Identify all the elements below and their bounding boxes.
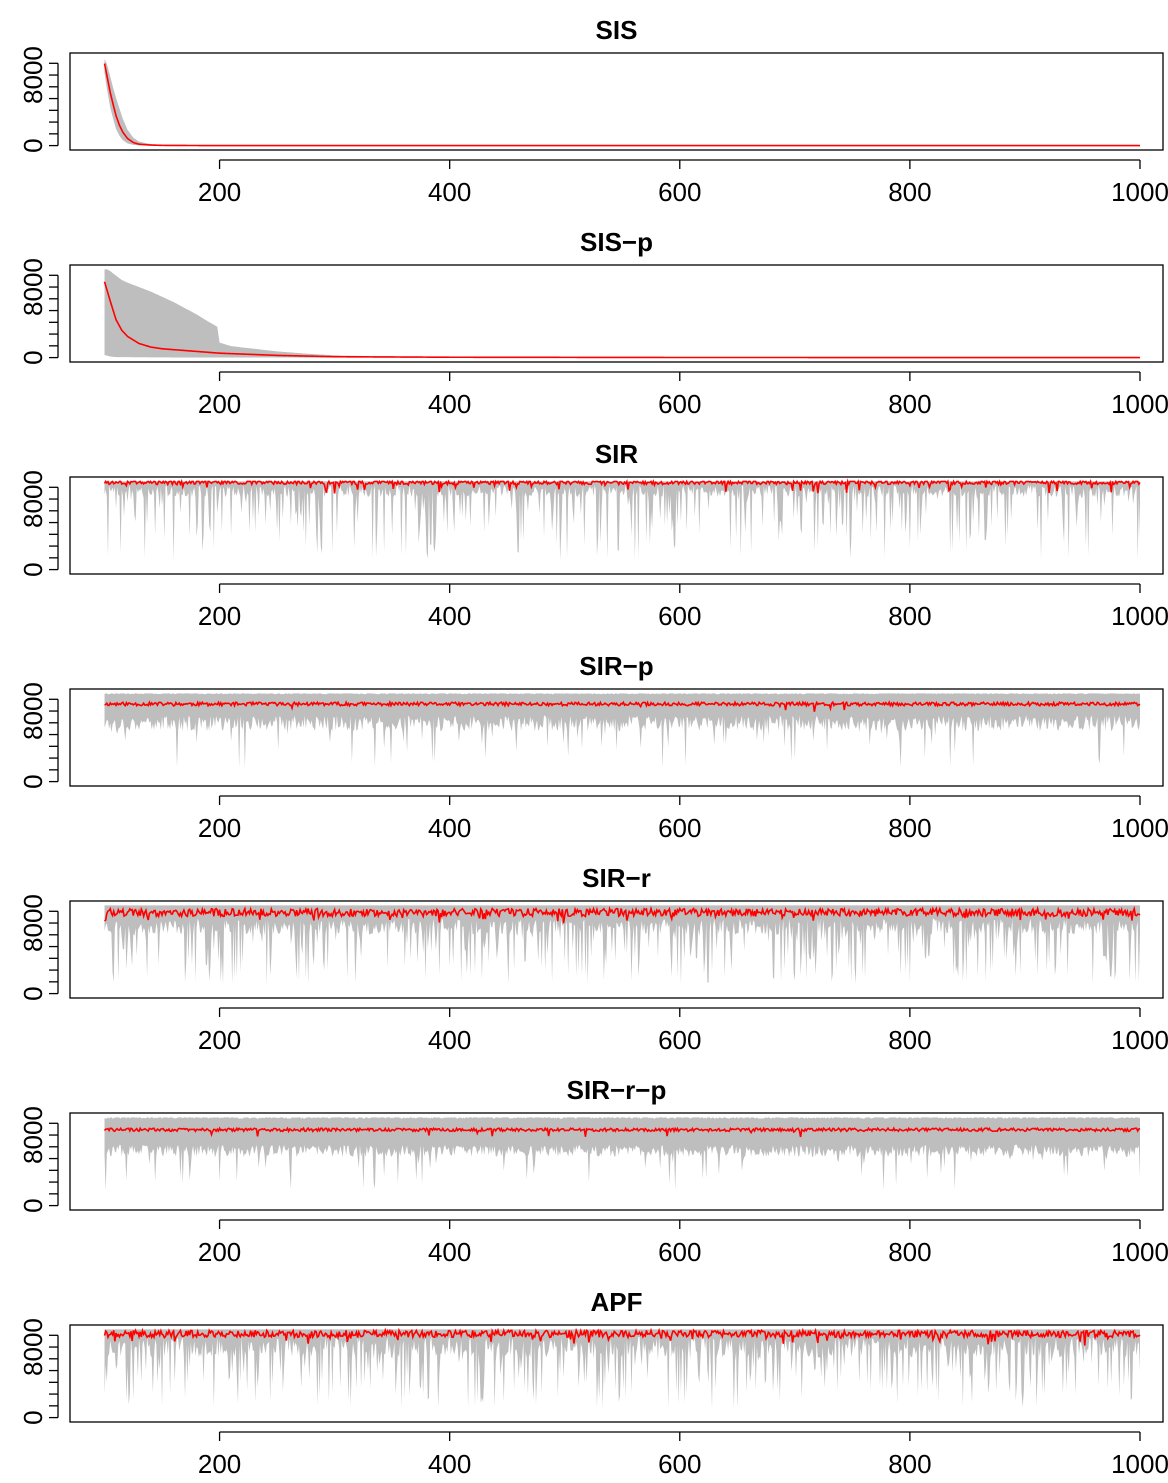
panel-title: SIS	[596, 15, 638, 45]
mean-line	[103, 281, 1140, 359]
x-tick-label: 400	[428, 177, 471, 207]
plot-frame	[69, 476, 1164, 575]
x-tick-label: 800	[888, 1025, 931, 1055]
y-tick-label: 8000	[18, 258, 48, 316]
panel-title: SIR−r−p	[567, 1075, 667, 1105]
y-tick-label: 0	[18, 562, 48, 576]
panel-title: SIR	[595, 439, 639, 469]
y-tick-label: 0	[18, 1198, 48, 1212]
mean-line	[103, 1327, 1141, 1346]
x-tick-label: 200	[198, 177, 241, 207]
y-tick-label: 0	[18, 350, 48, 364]
y-tick-label: 0	[18, 774, 48, 788]
band-area	[104, 693, 1140, 768]
panel-title: SIR−p	[579, 651, 653, 681]
y-tick-label: 8000	[18, 470, 48, 528]
x-tick-label: 1000	[1111, 601, 1168, 631]
x-tick-label: 200	[198, 389, 241, 419]
y-tick-label: 8000	[18, 1106, 48, 1164]
x-tick-label: 400	[428, 601, 471, 631]
x-tick-label: 600	[658, 601, 701, 631]
mean-line	[103, 63, 1140, 147]
plot-frame	[69, 264, 1164, 363]
band-area	[104, 481, 1140, 561]
mean-line	[103, 905, 1141, 924]
x-tick-label: 1000	[1111, 389, 1168, 419]
x-tick-label: 200	[198, 1025, 241, 1055]
x-tick-label: 200	[198, 601, 241, 631]
band-area	[104, 59, 1140, 146]
y-tick-label: 8000	[18, 1318, 48, 1376]
y-tick-label: 8000	[18, 46, 48, 104]
y-tick-label: 0	[18, 1410, 48, 1424]
x-tick-label: 200	[198, 1449, 241, 1479]
band-area	[104, 1329, 1140, 1409]
x-tick-label: 400	[428, 389, 471, 419]
y-tick-label: 0	[18, 138, 48, 152]
x-tick-label: 800	[888, 1237, 931, 1267]
mean-line	[104, 699, 1141, 712]
panel-title: SIR−r	[582, 863, 651, 893]
x-tick-label: 200	[198, 813, 241, 843]
plot-frame	[69, 1324, 1164, 1423]
x-tick-label: 600	[658, 177, 701, 207]
panel-2: SIS−p 200 400 600 800 1000 0 8000	[18, 227, 1168, 419]
panel-7: APF 200 400 600 800 1000 0 8000	[18, 1287, 1168, 1479]
panel-title: SIS−p	[580, 227, 653, 257]
x-tick-label: 800	[888, 1449, 931, 1479]
x-tick-label: 800	[888, 389, 931, 419]
panel-5: SIR−r 200 400 600 800 1000 0 8000	[18, 863, 1168, 1055]
x-tick-label: 800	[888, 813, 931, 843]
x-tick-label: 1000	[1111, 813, 1168, 843]
plot-frame	[69, 688, 1164, 787]
x-tick-label: 600	[658, 813, 701, 843]
band-area	[104, 1117, 1140, 1191]
x-tick-label: 400	[428, 1237, 471, 1267]
plot-frame	[69, 1112, 1164, 1211]
band-area	[104, 905, 1140, 985]
x-tick-label: 400	[428, 813, 471, 843]
x-tick-label: 800	[888, 177, 931, 207]
x-tick-label: 1000	[1111, 177, 1168, 207]
x-tick-label: 1000	[1111, 1025, 1168, 1055]
y-tick-label: 8000	[18, 682, 48, 740]
x-tick-label: 600	[658, 389, 701, 419]
panel-3: SIR 200 400 600 800 1000 0 8000	[18, 439, 1168, 631]
panel-4: SIR−p 200 400 600 800 1000 0 8000	[18, 651, 1168, 843]
panel-1: SIS 200 400 600 800 1000 0 8000	[18, 15, 1168, 207]
x-tick-label: 400	[428, 1449, 471, 1479]
mean-line	[103, 1126, 1141, 1138]
mean-line	[103, 478, 1141, 494]
x-tick-label: 1000	[1111, 1237, 1168, 1267]
panel-title: APF	[591, 1287, 643, 1317]
x-tick-label: 1000	[1111, 1449, 1168, 1479]
x-tick-label: 600	[658, 1449, 701, 1479]
x-tick-label: 400	[428, 1025, 471, 1055]
band-area	[104, 269, 1140, 358]
x-tick-label: 200	[198, 1237, 241, 1267]
plot-frame	[69, 52, 1164, 151]
x-tick-label: 600	[658, 1237, 701, 1267]
x-tick-label: 800	[888, 601, 931, 631]
y-tick-label: 0	[18, 986, 48, 1000]
panel-6: SIR−r−p 200 400 600 800 1000 0 8000	[18, 1075, 1168, 1267]
y-tick-label: 8000	[18, 894, 48, 952]
x-tick-label: 600	[658, 1025, 701, 1055]
plot-frame	[69, 900, 1164, 999]
